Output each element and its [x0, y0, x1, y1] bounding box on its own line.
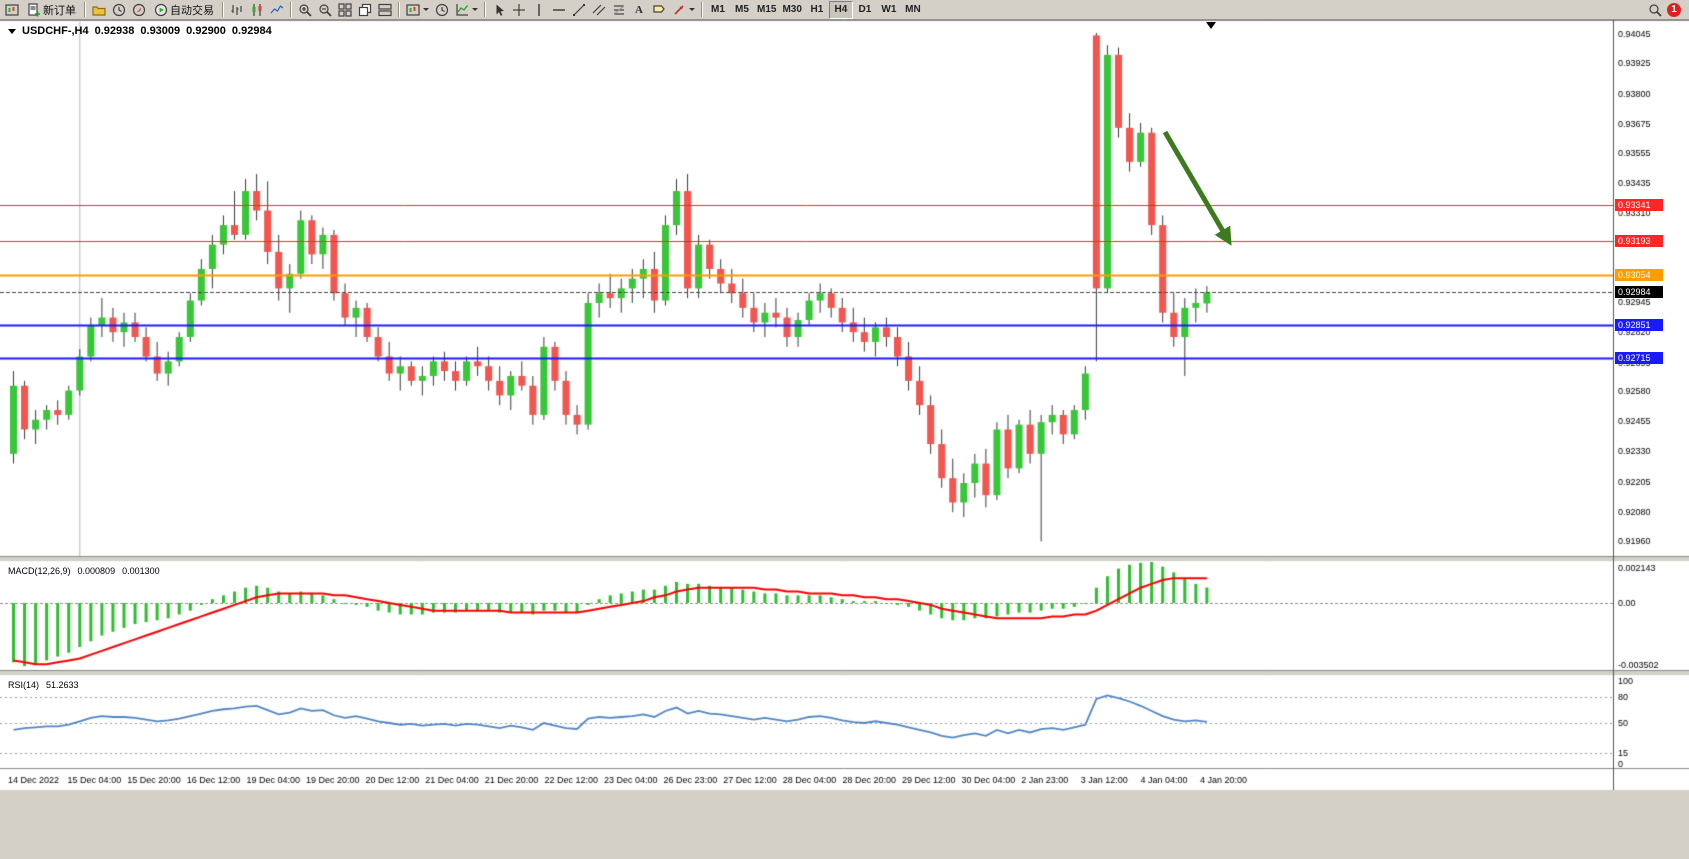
chart-window: USDCHF-,H4 0.92938 0.93009 0.92900 0.929… — [0, 20, 1689, 859]
price-level-tag: 0.92715 — [1615, 352, 1663, 364]
zoom-out-button[interactable] — [315, 1, 335, 19]
bar-chart-mode-button[interactable] — [227, 1, 247, 19]
cascade-icon — [358, 3, 372, 17]
indicators-button[interactable] — [452, 1, 481, 19]
cursor-icon — [492, 3, 506, 17]
play-icon — [154, 3, 168, 17]
arrange-icon — [378, 3, 392, 17]
current-price-tag: 0.92984 — [1615, 286, 1663, 298]
dropdown-caret-icon — [423, 8, 429, 11]
zoomout-icon — [318, 3, 332, 17]
notification-badge[interactable]: 1 — [1667, 2, 1681, 17]
price-level-tag: 0.93341 — [1615, 199, 1663, 211]
bars-icon — [230, 3, 244, 17]
fibo-icon — [612, 3, 626, 17]
chart-shift-marker-icon[interactable] — [1206, 22, 1216, 29]
trendline-button[interactable] — [569, 1, 589, 19]
tile-windows-button[interactable] — [335, 1, 355, 19]
vline-icon — [532, 3, 546, 17]
toolbar-separator — [84, 2, 86, 17]
timeframe-h1-button[interactable]: H1 — [805, 1, 829, 19]
candles-icon — [250, 3, 264, 17]
price-level-tag: 0.93193 — [1615, 235, 1663, 247]
clock-icon — [435, 3, 449, 17]
arrows-icon — [672, 3, 686, 17]
new-chart-window-button[interactable] — [2, 1, 22, 19]
timeframe-m5-button[interactable]: M5 — [730, 1, 754, 19]
cursor-button[interactable] — [489, 1, 509, 19]
clock-icon — [112, 3, 126, 17]
search-icon — [1648, 3, 1662, 17]
timeframe-d1-button[interactable]: D1 — [853, 1, 877, 19]
timeframe-mn-button[interactable]: MN — [901, 1, 925, 19]
profiles-button[interactable] — [89, 1, 109, 19]
auto-scroll-button[interactable] — [432, 1, 452, 19]
zoomin-icon — [298, 3, 312, 17]
timeframe-m30-button[interactable]: M30 — [779, 1, 804, 19]
search-button[interactable] — [1645, 1, 1665, 19]
text-button[interactable]: A — [629, 1, 649, 19]
text-label-button[interactable] — [649, 1, 669, 19]
equidistant-channel-button[interactable] — [589, 1, 609, 19]
fibonacci-button[interactable] — [609, 1, 629, 19]
arrows-button[interactable] — [669, 1, 698, 19]
channel-icon — [592, 3, 606, 17]
timeframe-w1-button[interactable]: W1 — [877, 1, 901, 19]
market-watch-button[interactable] — [109, 1, 129, 19]
dropdown-caret-icon — [472, 8, 478, 11]
timeframe-h4-button[interactable]: H4 — [828, 0, 853, 19]
line-chart-mode-button[interactable] — [267, 1, 287, 19]
trendline-icon — [572, 3, 586, 17]
indicators-icon — [455, 3, 469, 17]
candle-chart-mode-button[interactable] — [247, 1, 267, 19]
toolbar: 新订单 自动交易 A M1 M5 M15 M30 H1 H4 D1 W1 MN 1 — [0, 0, 1689, 20]
price-chart-canvas[interactable] — [0, 20, 1689, 859]
toolbar-separator — [222, 2, 224, 17]
new-chart-button[interactable] — [403, 1, 432, 19]
dropdown-caret-icon — [689, 8, 695, 11]
crosshair-button[interactable] — [509, 1, 529, 19]
zoom-in-button[interactable] — [295, 1, 315, 19]
label-icon — [652, 3, 666, 17]
timeframe-m1-button[interactable]: M1 — [706, 1, 730, 19]
folder-icon — [92, 3, 106, 17]
timeframe-m15-button[interactable]: M15 — [754, 1, 779, 19]
cascade-windows-button[interactable] — [355, 1, 375, 19]
arrange-windows-button[interactable] — [375, 1, 395, 19]
newchart-icon — [406, 3, 420, 17]
toolbar-separator — [290, 2, 292, 17]
toolbar-separator — [701, 2, 703, 17]
new-order-label: 新订单 — [43, 4, 76, 17]
navigator-button[interactable] — [129, 1, 149, 19]
navigator-icon — [132, 3, 146, 17]
price-level-tag: 0.93054 — [1615, 269, 1663, 281]
linechart-icon — [270, 3, 284, 17]
toolbar-separator — [484, 2, 486, 17]
tile-icon — [338, 2, 352, 17]
autotrading-label: 自动交易 — [170, 4, 214, 17]
new-order-button[interactable]: 新订单 — [22, 1, 81, 19]
autotrading-button[interactable]: 自动交易 — [149, 1, 219, 19]
hline-icon — [552, 3, 566, 17]
newchart-icon — [5, 3, 19, 17]
arrow-annotation[interactable] — [1155, 124, 1245, 256]
toolbar-separator — [398, 2, 400, 17]
textA-icon: A — [635, 3, 643, 16]
price-level-tag: 0.92851 — [1615, 319, 1663, 331]
order-icon — [27, 2, 41, 17]
vertical-line-button[interactable] — [529, 1, 549, 19]
horizontal-line-button[interactable] — [549, 1, 569, 19]
crosshair-icon — [512, 3, 526, 17]
